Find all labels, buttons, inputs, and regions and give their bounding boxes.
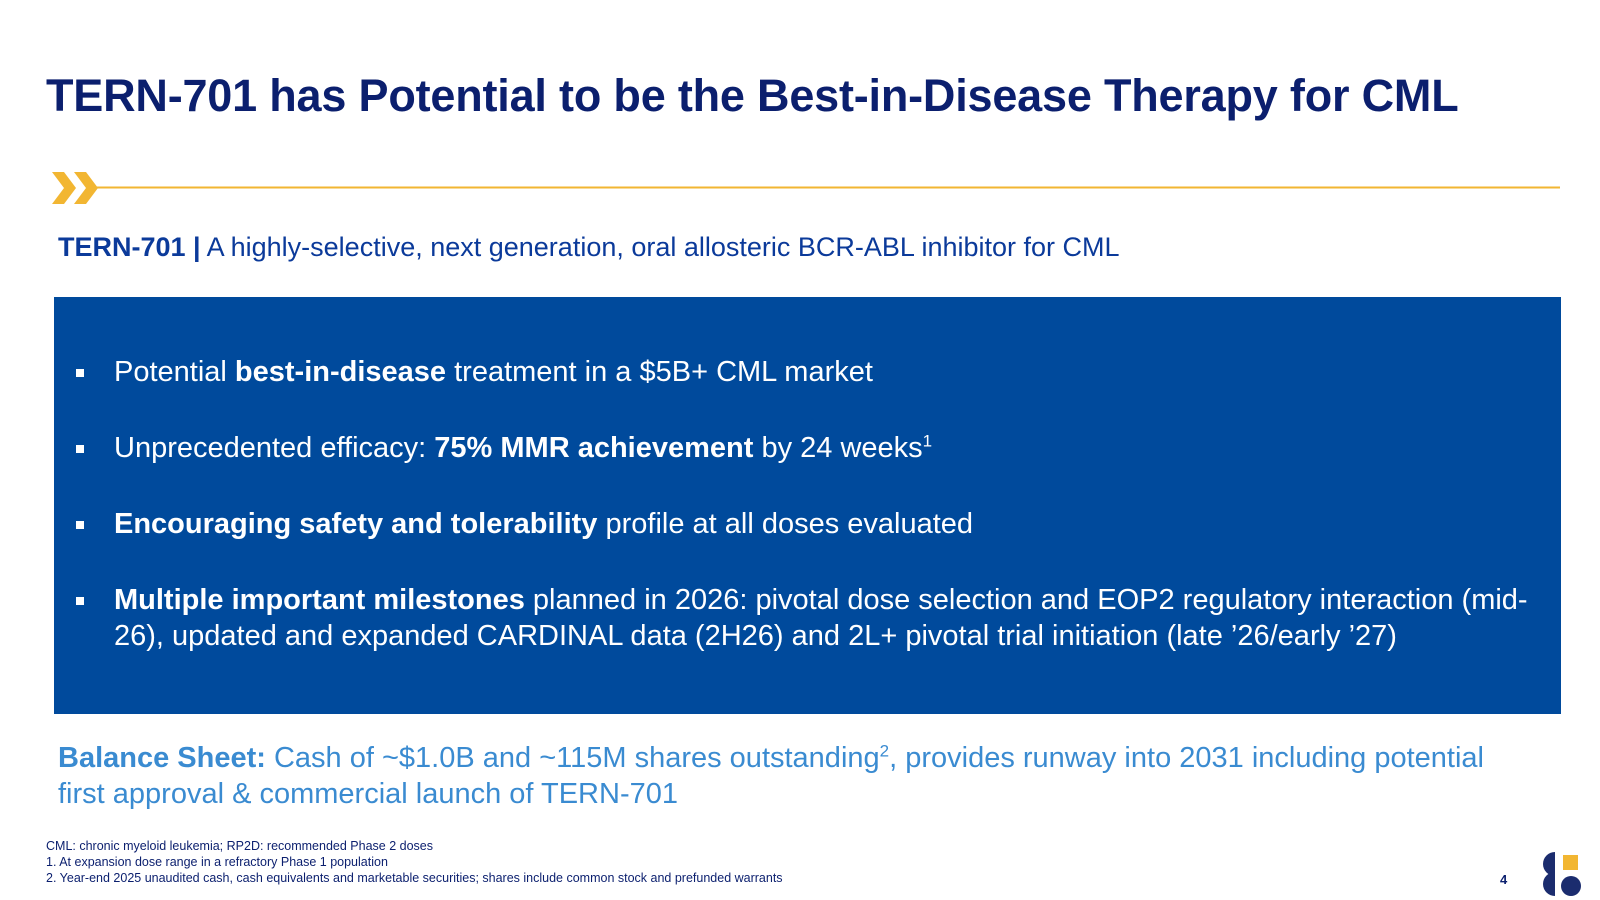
terns-logo-icon	[1543, 852, 1581, 896]
bullet-item: Encouraging safety and tolerability prof…	[70, 506, 1530, 542]
footnotes: CML: chronic myeloid leukemia; RP2D: rec…	[46, 838, 783, 886]
balance-sheet-note: Balance Sheet: Cash of ~$1.0B and ~115M …	[58, 741, 1484, 810]
subtitle-lead: TERN-701 |	[58, 232, 201, 262]
bullet-square-icon	[70, 354, 114, 390]
footnote-ref: 2	[879, 741, 890, 761]
highlights-list: Potential best-in-disease treatment in a…	[70, 354, 1530, 654]
highlights-panel: Potential best-in-disease treatment in a…	[54, 297, 1561, 714]
bullet-item: Unprecedented efficacy: 75% MMR achievem…	[70, 430, 1530, 466]
bullet-square-icon	[70, 582, 114, 654]
bullet-text: Encouraging safety and tolerability prof…	[114, 508, 974, 540]
bullet-text: Multiple important milestones planned in…	[114, 584, 1528, 652]
bullet-text: Unprecedented efficacy: 75% MMR achievem…	[114, 431, 933, 464]
product-subtitle: TERN-701 | A highly-selective, next gene…	[58, 232, 1120, 263]
footnote-line: 1. At expansion dose range in a refracto…	[46, 855, 388, 869]
slide-title: TERN-701 has Potential to be the Best-in…	[46, 70, 1459, 121]
section-divider	[52, 172, 1560, 204]
double-chevron-icon	[52, 172, 98, 204]
balance-lead: Balance Sheet:	[58, 742, 266, 774]
footnote-ref: 1	[922, 431, 933, 451]
bullet-item: Multiple important milestones planned in…	[70, 582, 1530, 654]
footnote-line: 2. Year-end 2025 unaudited cash, cash eq…	[46, 871, 783, 885]
bullet-square-icon	[70, 506, 114, 542]
footnote-line: CML: chronic myeloid leukemia; RP2D: rec…	[46, 839, 433, 853]
bullet-text: Potential best-in-disease treatment in a…	[114, 356, 873, 388]
bullet-item: Potential best-in-disease treatment in a…	[70, 354, 1530, 390]
bullet-square-icon	[70, 430, 114, 466]
page-number: 4	[1500, 872, 1508, 887]
subtitle-text: A highly-selective, next generation, ora…	[200, 232, 1120, 262]
